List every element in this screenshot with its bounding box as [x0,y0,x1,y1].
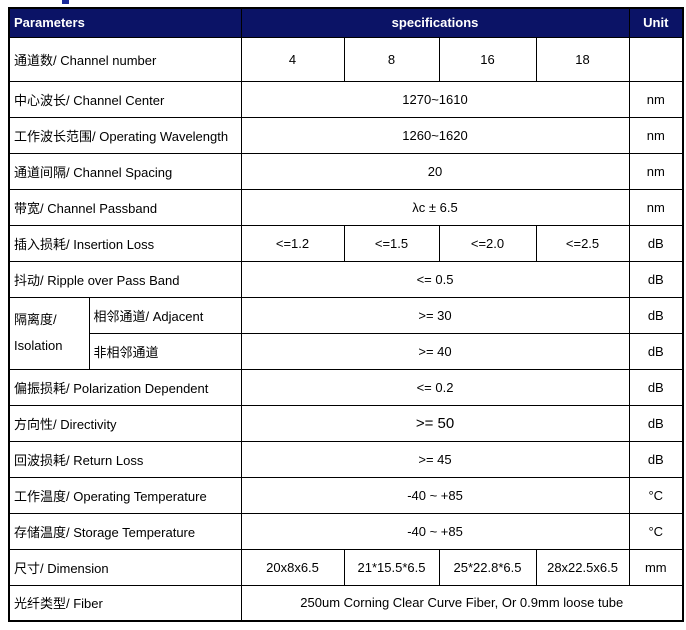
spec-value: >= 45 [240,440,630,478]
spec-value: 20 [240,152,630,190]
unit-value [628,36,684,82]
table-header-row: Parameters specifications Unit [8,7,684,38]
row-directivity: 方向性/ Directivity >= 50 dB [8,404,684,442]
row-storage-temperature: 存储温度/ Storage Temperature -40 ~ +85 °C [8,512,684,550]
spec-value: 4 [240,36,345,82]
row-insertion-loss: 插入损耗/ Insertion Loss <=1.2 <=1.5 <=2.0 <… [8,224,684,262]
spec-value: 25*22.8*6.5 [438,548,537,586]
unit-value: mm [628,548,684,586]
param-label: 抖动/ Ripple over Pass Band [8,260,242,298]
spec-value: 28x22.5x6.5 [535,548,630,586]
header-parameters: Parameters [8,7,242,38]
param-label: 回波损耗/ Return Loss [8,440,242,478]
spec-value: >= 30 [240,296,630,334]
row-channel-spacing: 通道间隔/ Channel Spacing 20 nm [8,152,684,190]
param-label: 尺寸/ Dimension [8,548,242,586]
param-label: 插入损耗/ Insertion Loss [8,224,242,262]
row-operating-temperature: 工作温度/ Operating Temperature -40 ~ +85 °C [8,476,684,514]
unit-value: nm [628,116,684,154]
spec-value: 16 [438,36,537,82]
row-ripple: 抖动/ Ripple over Pass Band <= 0.5 dB [8,260,684,298]
param-label: 通道间隔/ Channel Spacing [8,152,242,190]
unit-value: dB [628,260,684,298]
param-label: 带宽/ Channel Passband [8,188,242,226]
spec-value: 1270~1610 [240,80,630,118]
cropped-heading-fragment [62,0,69,4]
param-label: 工作波长范围/ Operating Wavelength [8,116,242,154]
row-channel-center: 中心波长/ Channel Center 1270~1610 nm [8,80,684,118]
unit-value: nm [628,152,684,190]
param-label: 偏振损耗/ Polarization Dependent [8,368,242,406]
spec-value: >= 40 [240,332,630,370]
header-specifications: specifications [240,7,630,38]
specifications-table: Parameters specifications Unit 通道数/ Chan… [8,7,685,622]
spec-value: >= 50 [240,404,630,442]
unit-value: dB [628,296,684,334]
unit-value: nm [628,188,684,226]
row-channel-number: 通道数/ Channel number 4 8 16 18 [8,36,684,82]
spec-value: <=2.0 [438,224,537,262]
spec-value: λc ± 6.5 [240,188,630,226]
spec-value: <= 0.2 [240,368,630,406]
unit-value: dB [628,332,684,370]
isolation-label-line1: 隔离度/ [14,312,57,327]
spec-value: 21*15.5*6.5 [343,548,440,586]
spec-value: 18 [535,36,630,82]
unit-value: dB [628,368,684,406]
unit-value: dB [628,440,684,478]
spec-value: 8 [343,36,440,82]
unit-value: °C [628,476,684,514]
spec-value: <= 0.5 [240,260,630,298]
spec-value: <=2.5 [535,224,630,262]
spec-value: 250um Corning Clear Curve Fiber, Or 0.9m… [240,584,684,622]
isolation-label-line2: Isolation [14,338,63,353]
header-unit: Unit [628,7,684,38]
row-isolation-non-adjacent: 非相邻通道 >= 40 dB [9,332,684,370]
spec-value: <=1.2 [240,224,345,262]
param-label: 光纤类型/ Fiber [8,584,242,622]
param-label: 中心波长/ Channel Center [8,80,242,118]
param-sublabel: 相邻通道/ Adjacent [88,296,242,334]
row-dimension: 尺寸/ Dimension 20x8x6.5 21*15.5*6.5 25*22… [8,548,684,586]
unit-value: dB [628,404,684,442]
param-label: 通道数/ Channel number [8,36,242,82]
spec-value: 1260~1620 [240,116,630,154]
row-channel-passband: 带宽/ Channel Passband λc ± 6.5 nm [8,188,684,226]
row-operating-wavelength: 工作波长范围/ Operating Wavelength 1260~1620 n… [8,116,684,154]
param-label: 工作温度/ Operating Temperature [8,476,242,514]
row-fiber: 光纤类型/ Fiber 250um Corning Clear Curve Fi… [8,584,684,622]
spec-value: -40 ~ +85 [240,476,630,514]
spec-value: -40 ~ +85 [240,512,630,550]
unit-value: nm [628,80,684,118]
unit-value: °C [628,512,684,550]
param-label: 方向性/ Directivity [8,404,242,442]
spec-value: <=1.5 [343,224,440,262]
spec-value: 20x8x6.5 [240,548,345,586]
param-label: 存储温度/ Storage Temperature [8,512,242,550]
row-isolation-adjacent: 隔离度/ Isolation 相邻通道/ Adjacent >= 30 dB [8,296,684,370]
param-label-isolation-group: 隔离度/ Isolation [8,296,90,370]
row-return-loss: 回波损耗/ Return Loss >= 45 dB [8,440,684,478]
unit-value: dB [628,224,684,262]
row-polarization: 偏振损耗/ Polarization Dependent <= 0.2 dB [8,368,684,406]
param-sublabel: 非相邻通道 [88,332,242,370]
